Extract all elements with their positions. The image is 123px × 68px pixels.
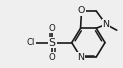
Text: O: O [49, 52, 56, 62]
Text: O: O [49, 24, 56, 33]
Text: N: N [102, 20, 109, 29]
Text: O: O [78, 6, 85, 16]
Text: Cl: Cl [27, 38, 35, 47]
Text: S: S [49, 38, 56, 48]
Text: N: N [77, 52, 84, 62]
